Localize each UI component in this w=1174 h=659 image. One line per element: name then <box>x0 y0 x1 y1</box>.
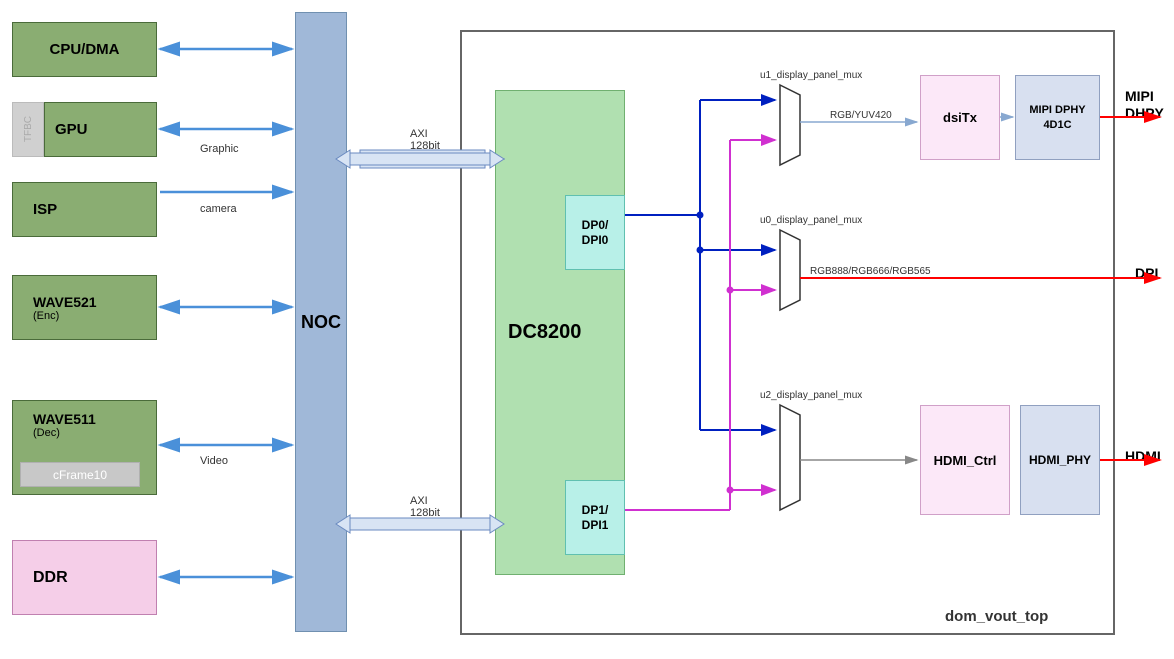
hdmi-ctrl-block: HDMI_Ctrl <box>920 405 1010 515</box>
gpu-block: GPU <box>44 102 157 157</box>
dc8200-label: DC8200 <box>508 321 581 344</box>
cframe-block: cFrame10 <box>20 462 140 487</box>
hdmi-phy-block: HDMI_PHY <box>1020 405 1100 515</box>
wave511-label: WAVE511 <box>33 411 96 427</box>
mipi-out-label: MIPI DHPY <box>1125 88 1164 122</box>
ddr-block: DDR <box>12 540 157 615</box>
dom-vout-label: dom_vout_top <box>945 608 1048 625</box>
noc-block: NOC <box>295 12 347 632</box>
tfbc-label: TFBC <box>23 116 34 142</box>
mux-u2-label: u2_display_panel_mux <box>760 390 862 401</box>
rgb-yuv-label: RGB/YUV420 <box>830 110 892 121</box>
video-label: Video <box>200 455 228 467</box>
noc-label: NOC <box>301 312 341 333</box>
isp-block: ISP <box>12 182 157 237</box>
tfbc-block: TFBC <box>12 102 44 157</box>
wave521-sub: (Enc) <box>33 310 59 322</box>
dsitx-block: dsiTx <box>920 75 1000 160</box>
cpu-dma-label: CPU/DMA <box>50 41 120 58</box>
hdmi-out-label: HDMI <box>1125 448 1161 464</box>
wave521-label: WAVE521 <box>33 294 97 310</box>
wave511-sub: (Dec) <box>33 427 60 439</box>
axi-label-bottom: AXI 128bit <box>410 495 440 519</box>
mipi-dphy-block: MIPI DPHY 4D1C <box>1015 75 1100 160</box>
graphic-label: Graphic <box>200 143 239 155</box>
camera-label: camera <box>200 203 237 215</box>
dp0-block: DP0/ DPI0 <box>565 195 625 270</box>
cpu-dma-block: CPU/DMA <box>12 22 157 77</box>
axi-label-top: AXI 128bit <box>410 128 440 152</box>
ddr-label: DDR <box>33 569 68 587</box>
dpi-out-label: DPI <box>1135 265 1158 281</box>
mux-u1-label: u1_display_panel_mux <box>760 70 862 81</box>
rgb888-label: RGB888/RGB666/RGB565 <box>810 266 931 277</box>
isp-label: ISP <box>33 201 57 218</box>
dp1-block: DP1/ DPI1 <box>565 480 625 555</box>
mux-u0-label: u0_display_panel_mux <box>760 215 862 226</box>
wave521-block: WAVE521 (Enc) <box>12 275 157 340</box>
gpu-label: GPU <box>55 121 88 138</box>
cframe-label: cFrame10 <box>53 468 107 482</box>
